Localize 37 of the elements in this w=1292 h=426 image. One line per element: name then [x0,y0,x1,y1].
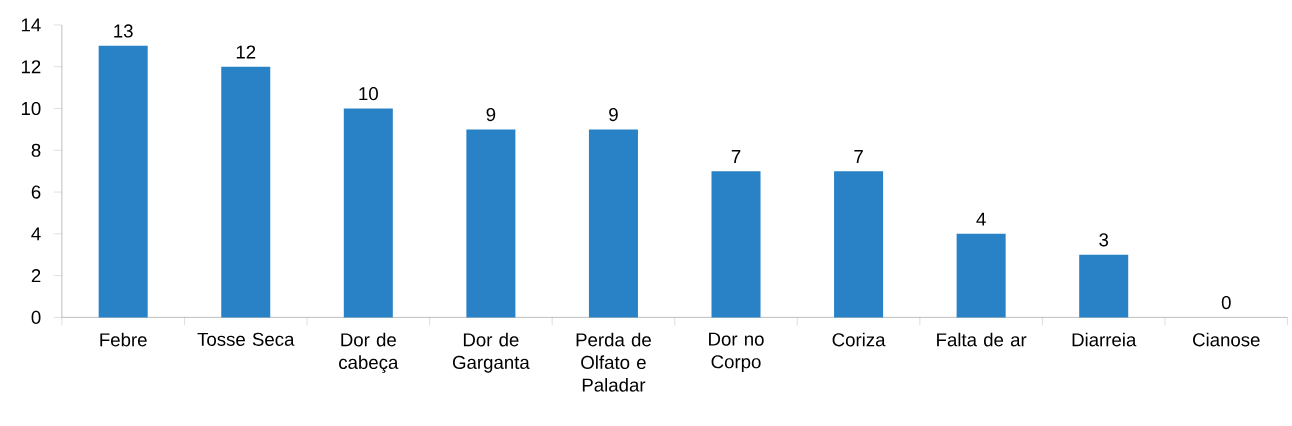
x-tick-label: Tosse Seca [197,332,295,346]
data-label: 10 [359,86,378,101]
y-tick-label: 8 [31,143,41,157]
y-tick-label: 14 [21,18,41,32]
bar [343,108,393,318]
bar [588,129,638,318]
x-tick-label: Perda de Olfato e Paladar [576,332,651,392]
x-tick-label: Falta de ar [937,332,1027,347]
x-tick-label: Febre [100,332,147,347]
data-label: 3 [1099,233,1109,247]
data-label: 9 [486,107,496,122]
bar [834,171,884,318]
bar [98,45,148,318]
bar [221,66,271,318]
data-label: 4 [976,212,986,226]
data-label: 12 [236,45,256,59]
data-label: 7 [731,150,741,163]
x-tick-label: Dor de cabeça [339,332,399,373]
data-label: 13 [114,24,133,38]
bar [956,233,1006,318]
y-tick-label: 6 [31,185,41,199]
y-tick-label: 4 [31,227,41,241]
data-label: 0 [1221,295,1231,310]
data-label: 7 [854,150,863,163]
x-tick-label: Diarreia [1072,332,1137,347]
y-tick-label: 2 [31,269,41,283]
bar [1079,254,1129,318]
bar [466,129,516,318]
data-label: 9 [609,107,618,122]
bar [711,171,761,318]
y-tick-label: 12 [21,60,41,74]
x-tick-label: Coriza [832,332,886,347]
y-tick-label: 0 [31,310,41,324]
x-tick-label: Dor de Garganta [452,332,530,373]
y-tick-label: 10 [21,101,41,116]
x-tick-label: Dor no Corpo [709,332,764,372]
x-tick-label: Cianose [1193,332,1260,347]
